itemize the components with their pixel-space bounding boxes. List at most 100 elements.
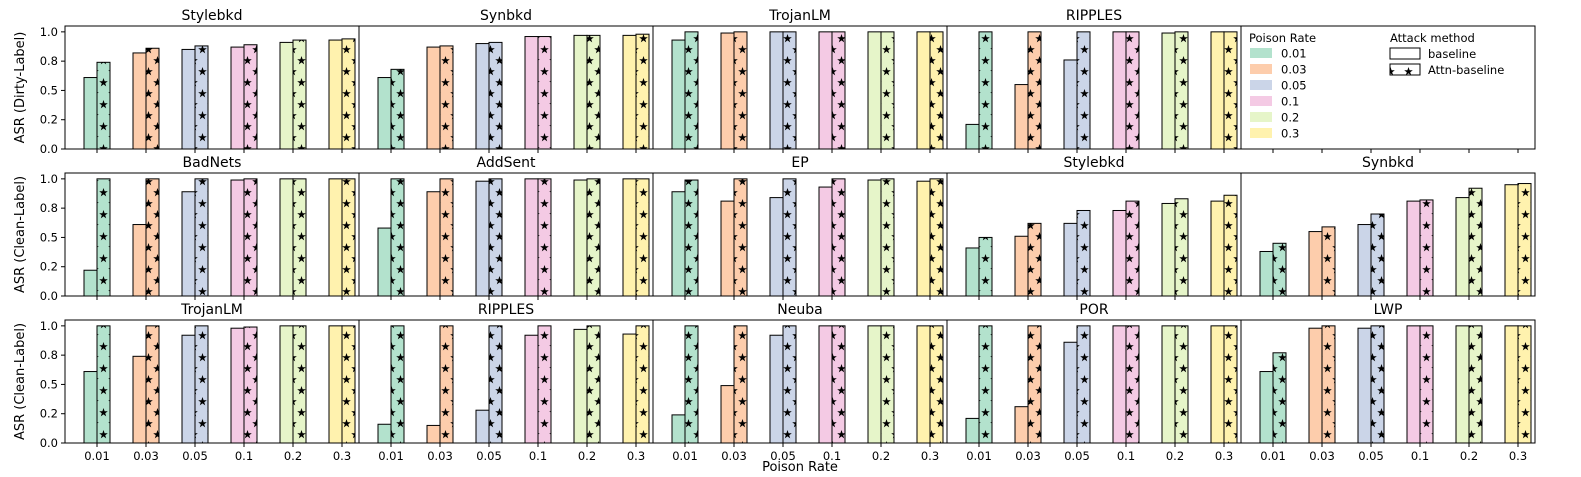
panel-trojanlm: TrojanLM 0.01 0.03 0.05 0.1 0.2 0.3 0.0 0.2 0.5 0.… [40,302,360,463]
x-tick-label: 0.01 [378,449,404,463]
bar-baseline [132,52,147,150]
bar-attn-baseline [929,31,944,150]
x-tick-label: 0.2 [578,449,596,463]
legend-method-swatch [1389,63,1421,76]
bar-attn-baseline [1517,325,1532,444]
y-tick-label: 0.0 [40,436,58,450]
bar-baseline [83,269,98,297]
bar-baseline [1063,222,1078,297]
x-tick-label: 0.03 [721,449,747,463]
x-tick-label: 0.3 [921,449,939,463]
bar-baseline [916,31,931,150]
bar-baseline [573,328,588,444]
bar-baseline [230,179,245,297]
y-axis-label: ASR (Dirty-Label) [13,32,28,144]
bar-baseline [181,334,196,444]
bar-baseline [573,34,588,150]
legend-method-swatch [1389,47,1421,60]
bar-baseline [1063,59,1078,150]
bar-attn-baseline [880,31,895,150]
bar-baseline [1504,325,1519,444]
bar-baseline [720,32,735,150]
bar-baseline [475,409,490,444]
legend-rate-label: 0.05 [1281,79,1307,93]
bar-baseline [475,180,490,297]
bar-baseline [279,178,294,297]
bar-baseline [1014,235,1029,297]
bar-baseline [230,327,245,444]
panel-lwp: LWP 0.01 0.03 0.05 0.1 0.2 0.3 [1240,302,1536,463]
bar-attn-baseline [586,34,601,150]
bar-baseline [769,334,784,444]
panel-title: TrojanLM [768,8,831,24]
bar-baseline [1063,341,1078,444]
bar-attn-baseline [782,31,797,150]
bar-baseline [1357,327,1372,444]
bar-attn-baseline [1419,325,1434,444]
bar-baseline [328,39,343,150]
bar-attn-baseline [194,45,209,150]
legend-method-entries: baseline Attn-baseline [1389,47,1504,77]
bar-attn-baseline [390,68,405,150]
bar-baseline [671,191,686,297]
bar-baseline [181,191,196,297]
bar-baseline [132,224,147,297]
bar-attn-baseline [684,325,699,444]
bar-baseline [1406,200,1421,297]
legend-swatch [1250,112,1272,122]
bar-baseline [377,77,392,150]
bar-attn-baseline [292,178,307,297]
x-tick-label: 0.2 [872,449,890,463]
bar-attn-baseline [145,325,160,444]
bar-baseline [965,417,980,444]
bar-baseline [1210,31,1225,150]
bar-attn-baseline [341,38,356,150]
legend-rate-label: 0.03 [1281,63,1307,77]
bar-attn-baseline [341,178,356,297]
x-tick-label: 0.3 [627,449,645,463]
bar-attn-baseline [684,31,699,150]
panel-stylebkd: Stylebkd 0.0 0.2 0.5 0.8 1.0 [40,8,360,156]
bar-attn-baseline [880,178,895,297]
legend-swatch [1250,128,1272,138]
y-axis-label: ASR (Clean-Label) [13,176,28,293]
bar-baseline [83,371,98,444]
bar-baseline [1161,325,1176,444]
bar-attn-baseline [1027,31,1042,150]
panel-title: LWP [1374,302,1403,318]
bar-attn-baseline [1321,226,1336,297]
bar-attn-baseline [1076,325,1091,444]
x-tick-label: 0.1 [1117,449,1135,463]
panel-ep: EP [652,155,948,300]
bar-attn-baseline [635,178,650,297]
y-tick-label: 0.5 [40,83,58,97]
bar-attn-baseline [292,325,307,444]
panel-por: POR 0.01 0.03 0.05 0.1 0.2 0.3 [946,302,1242,463]
panels-layer: ASR (Dirty-Label) ASR (Clean-Label) ASR (C… [13,8,1536,463]
bar-baseline [524,36,539,150]
bar-attn-baseline [292,39,307,150]
bar-attn-baseline [1174,31,1189,150]
bar-attn-baseline [1272,352,1287,444]
bar-attn-baseline [145,178,160,297]
bar-attn-baseline [243,178,258,297]
bar-attn-baseline [1174,198,1189,297]
bar-attn-baseline [439,178,454,297]
panel-stylebkd: Stylebkd [946,155,1242,300]
bar-attn-baseline [831,178,846,297]
bar-attn-baseline [390,178,405,297]
bar-baseline [426,424,441,444]
bar-baseline [1210,325,1225,444]
bar-baseline [279,41,294,150]
x-tick-label: 0.01 [84,449,110,463]
bar-baseline [328,325,343,444]
panel-frame [1240,319,1536,444]
bar-baseline [671,414,686,444]
bar-attn-baseline [390,325,405,444]
x-tick-label: 0.01 [672,449,698,463]
bar-attn-baseline [341,325,356,444]
y-tick-label: 0.8 [40,201,58,215]
legend-method-label: baseline [1428,47,1476,61]
panel-frame [1240,172,1536,297]
x-tick-label: 0.05 [770,449,796,463]
